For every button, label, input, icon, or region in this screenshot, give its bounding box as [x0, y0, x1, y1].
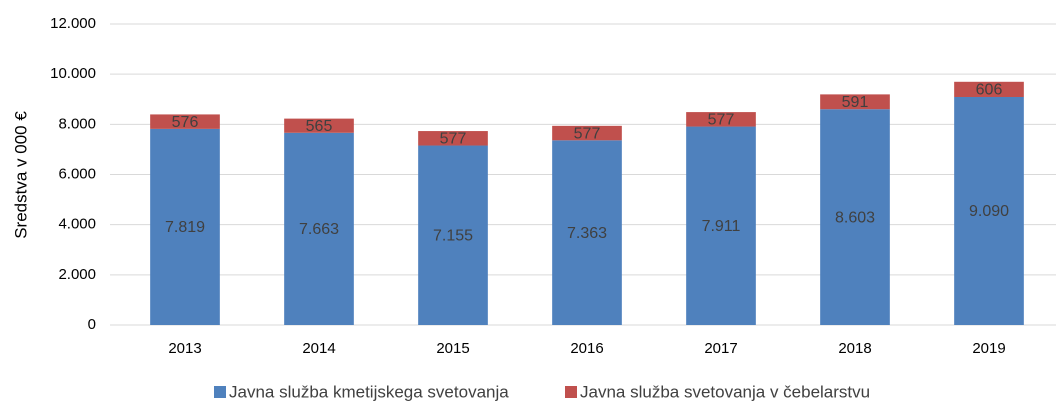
x-tick-label: 2014 — [302, 340, 335, 357]
data-label: 7.155 — [433, 227, 473, 244]
bar-segment — [150, 114, 220, 129]
bar-segment — [686, 126, 756, 325]
y-tick-label: 8.000 — [58, 115, 96, 132]
data-label: 7.819 — [165, 219, 205, 236]
x-tick-label: 2013 — [168, 340, 201, 357]
data-label: 7.363 — [567, 225, 607, 242]
legend-swatch — [214, 386, 226, 398]
bar-segment — [820, 109, 890, 325]
data-label: 9.090 — [969, 203, 1009, 220]
bar-segment — [284, 118, 354, 133]
y-tick-label: 2.000 — [58, 266, 96, 283]
y-tick-label: 10.000 — [50, 65, 96, 82]
x-tick-label: 2019 — [972, 340, 1005, 357]
legend-swatch — [565, 386, 577, 398]
bar-segment — [552, 140, 622, 325]
data-label: 576 — [172, 114, 199, 131]
data-label: 565 — [306, 118, 333, 135]
data-label: 591 — [842, 94, 869, 111]
y-tick-label: 6.000 — [58, 165, 96, 182]
bar-segment — [552, 125, 622, 141]
bar-segment — [820, 94, 890, 110]
legend-label: Javna služba kmetijskega svetovanja — [229, 382, 509, 401]
bar-segment — [284, 132, 354, 325]
bar-segment — [954, 81, 1024, 97]
y-axis-title: Sredstva v 000 € — [11, 111, 30, 239]
data-label: 7.663 — [299, 221, 339, 238]
data-label: 8.603 — [835, 209, 875, 226]
y-tick-label: 0 — [88, 316, 96, 333]
x-tick-label: 2016 — [570, 340, 603, 357]
y-tick-label: 12.000 — [50, 15, 96, 32]
bar-segment — [954, 96, 1024, 326]
data-label: 577 — [574, 125, 601, 142]
x-tick-label: 2015 — [436, 340, 469, 357]
x-tick-label: 2018 — [838, 340, 871, 357]
bar-segment — [150, 128, 220, 325]
data-label: 577 — [440, 131, 467, 148]
y-tick-label: 4.000 — [58, 216, 96, 233]
bar-segment — [418, 131, 488, 146]
legend-label: Javna služba svetovanja v čebelarstvu — [580, 382, 870, 401]
data-label: 577 — [708, 112, 735, 129]
data-label: 7.911 — [702, 218, 741, 235]
bar-segment — [418, 145, 488, 325]
x-tick-label: 2017 — [704, 340, 737, 357]
bar-segment — [686, 112, 756, 127]
data-label: 606 — [976, 82, 1003, 99]
